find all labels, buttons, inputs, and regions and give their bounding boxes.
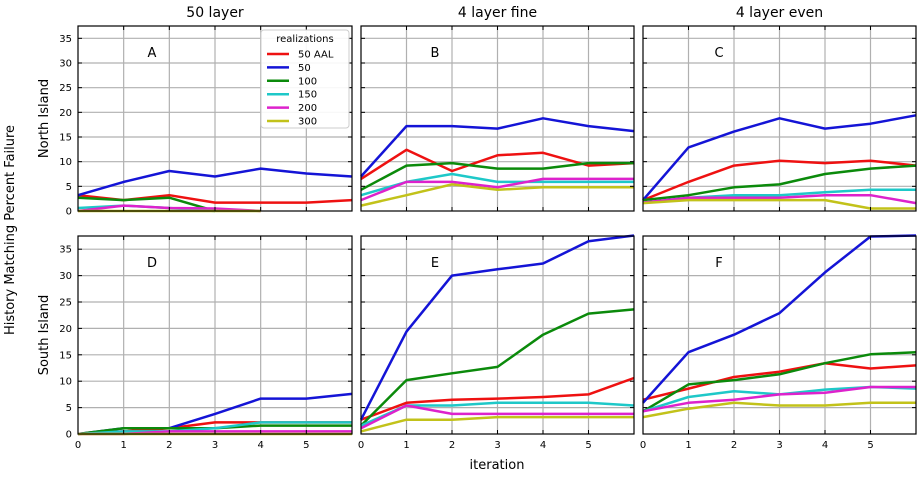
panel-letter: C (714, 46, 723, 61)
series-line-50-aal (360, 376, 635, 421)
x-tick-label: 2 (166, 440, 172, 451)
panel-C: C (642, 25, 917, 212)
y-tick-label: 35 (59, 245, 72, 256)
y-tick-label: 25 (59, 298, 72, 309)
column-title: 50 layer (186, 5, 244, 21)
panel-D: 0 1 2 3 4 5 0 5 10 15 20 25 30 35 D (59, 235, 353, 451)
series-line-200 (360, 177, 634, 202)
panel-letter: B (431, 46, 440, 61)
panel-B: B (360, 25, 635, 212)
row-label: North Island (37, 79, 52, 158)
labels-layer: 50 layer 4 layer fine 4 layer even North Is… (3, 5, 823, 473)
x-tick-label: 5 (585, 440, 591, 451)
x-tick-label: 3 (494, 440, 500, 451)
x-tick-label: 3 (212, 440, 218, 451)
x-tick-label: 2 (731, 440, 737, 451)
x-axis-label: iteration (470, 458, 525, 473)
y-tick-label: 15 (59, 350, 72, 361)
series-line-50 (359, 234, 635, 421)
x-tick-label: 1 (403, 440, 409, 451)
x-tick-label: 1 (685, 440, 691, 451)
y-tick-label: 25 (59, 83, 72, 94)
series-line-50-aal (642, 159, 917, 202)
panel-letter: E (431, 256, 439, 271)
series-line-100 (360, 308, 635, 427)
x-tick-label: 1 (120, 440, 126, 451)
x-tick-label: 5 (867, 440, 873, 451)
series-line-200 (360, 404, 634, 430)
x-tick-label: 4 (257, 440, 263, 451)
legend-entry: 100 (298, 76, 317, 87)
series-line-50 (642, 114, 917, 201)
legend-entry: 50 (298, 63, 311, 74)
panel-E: 0 1 2 3 4 5 E (358, 234, 635, 451)
y-tick-label: 5 (66, 403, 72, 414)
panel-F: 0 1 2 3 4 5 F (640, 234, 917, 451)
x-tick-label: 3 (776, 440, 782, 451)
column-title: 4 layer fine (458, 5, 537, 21)
y-tick-label: 20 (59, 108, 72, 119)
series-line-100 (360, 161, 634, 191)
x-tick-label: 5 (303, 440, 309, 451)
y-axis-label: History Matching Percent Failure (3, 125, 18, 335)
series-line-50 (77, 167, 353, 197)
y-tick-label: 5 (66, 182, 72, 193)
x-tick-label: 0 (358, 440, 364, 451)
legend-title: realizations (276, 34, 333, 45)
legend-entry: 50 AAL (298, 50, 334, 61)
y-tick-label: 15 (59, 133, 72, 144)
series-line-200 (642, 193, 917, 205)
y-tick-label: 20 (59, 324, 72, 335)
y-tick-label: 10 (59, 157, 72, 168)
series-line-100 (642, 350, 917, 413)
y-tick-label: 0 (66, 207, 72, 218)
y-tick-label: 30 (59, 271, 72, 282)
series-line-100 (77, 196, 216, 213)
column-title: 4 layer even (736, 5, 823, 21)
series-line-300 (360, 415, 634, 433)
legend-entry: 200 (298, 103, 317, 114)
x-tick-label: 0 (75, 440, 81, 451)
legend-entry: 300 (298, 117, 317, 128)
y-tick-label: 0 (66, 430, 72, 441)
series-line-300 (642, 401, 916, 419)
y-tick-label: 35 (59, 34, 72, 45)
panel-letter: D (147, 256, 157, 271)
panel-A: 0 5 10 15 20 25 30 35 A (59, 25, 353, 218)
legend-entry: 150 (298, 90, 317, 101)
series-line-200 (642, 385, 916, 413)
x-tick-label: 4 (822, 440, 828, 451)
y-tick-label: 30 (59, 59, 72, 70)
series-line-50-aal (642, 361, 917, 401)
series-line-50 (360, 117, 635, 178)
x-tick-label: 0 (640, 440, 646, 451)
x-tick-label: 2 (449, 440, 455, 451)
panel-letter: A (148, 46, 157, 61)
series-line-300 (360, 183, 634, 207)
y-tick-label: 10 (59, 377, 72, 388)
row-label: South Island (37, 295, 52, 376)
panel-letter: F (715, 256, 722, 271)
series-line-50-aal (360, 148, 635, 180)
legend: realizations 50 AAL 50 100 150 200 300 (260, 29, 350, 129)
x-tick-label: 4 (540, 440, 546, 451)
series-line-100 (642, 164, 917, 202)
